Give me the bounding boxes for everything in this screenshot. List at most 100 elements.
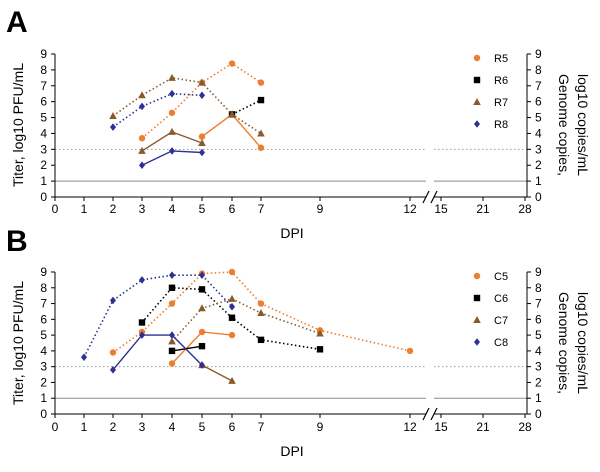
y-tick-label-left: 4	[40, 344, 47, 358]
series-r5-titer-point	[228, 60, 236, 67]
series-c8	[81, 271, 235, 374]
x-tick-label: 2	[110, 420, 117, 434]
x-tick-label: 15	[434, 420, 448, 434]
y-tick-label-left: 7	[40, 297, 47, 311]
legend-marker-c8	[474, 338, 480, 346]
legend-label-r5: R5	[494, 53, 508, 65]
series-c8-titer-point	[110, 296, 116, 305]
x-tick-label: 4	[169, 420, 176, 434]
y-axis-title-left: Titer, log10 PFU/mL	[10, 281, 26, 405]
y-tick-label-right: 7	[535, 297, 542, 311]
series-c5-genome-point	[168, 360, 176, 367]
x-tick-label: 0	[52, 420, 59, 434]
legend-label-r6: R6	[494, 75, 508, 87]
series-r7-genome-point	[168, 127, 176, 135]
legend-label-c7: C7	[494, 315, 508, 327]
series-r7-titer-point	[138, 91, 146, 99]
series-c6-titer-point	[257, 336, 265, 344]
x-tick-label: 2	[110, 202, 117, 216]
x-tick-label: 28	[518, 202, 532, 216]
series-c7-titer-point	[316, 329, 324, 337]
x-tick-label: 9	[317, 202, 324, 216]
x-tick-label: 6	[229, 420, 236, 434]
series-r7-genome-point	[138, 146, 146, 154]
series-r8	[110, 89, 205, 170]
series-r6-titer-line	[231, 99, 262, 116]
series-r8-genome-point	[139, 161, 145, 170]
series-r8-titer-line	[112, 92, 203, 128]
series-c6-titer-point	[198, 286, 206, 293]
y-axis-title-left: Titer, log10 PFU/mL	[10, 63, 26, 187]
series-r6-titer-point	[257, 96, 265, 104]
series-r5-titer-point	[138, 135, 146, 142]
series-c8-titer-point	[139, 276, 145, 284]
y-tick-label-right: 3	[535, 360, 542, 374]
series-c6-genome-line	[171, 345, 203, 352]
legend-marker-r8	[474, 120, 480, 128]
panel-a: 0 01 12 23 34 45 56 67 78 89 90 1 2 3 4 5 6 7 9 12 15 21 28DPI…	[6, 6, 591, 241]
series-c8-genome-point	[139, 331, 145, 339]
series-c5-genome-point	[198, 328, 206, 336]
x-tick-label: 3	[139, 420, 146, 434]
x-tick-label: 21	[476, 202, 490, 216]
series-c6-titer-point	[168, 284, 176, 291]
series-r5-titer-point	[257, 79, 265, 86]
series-c6-titer-point	[228, 314, 236, 321]
x-tick-label: 5	[199, 202, 206, 216]
y-tick-label-right: 7	[535, 79, 542, 93]
x-tick-label: 3	[139, 202, 146, 216]
x-tick-label: 28	[518, 420, 532, 434]
y-tick-label-left: 3	[40, 142, 47, 156]
legend-label-c5: C5	[494, 271, 508, 283]
legend-marker-r7	[473, 98, 481, 105]
x-tick-label: 0	[52, 202, 59, 216]
x-tick-label: 9	[317, 420, 324, 434]
y-tick-label-right: 8	[535, 63, 542, 77]
y-tick-label-right: 5	[535, 328, 542, 342]
series-c5-genome-point	[228, 331, 236, 339]
x-tick-label: 4	[169, 202, 176, 216]
series-c7-titer-point	[228, 294, 236, 302]
y-tick-label-left: 6	[40, 312, 47, 326]
series-r8-titer-point	[110, 123, 116, 131]
x-axis-title: DPI	[280, 443, 303, 459]
series-r8-titer-point	[169, 89, 175, 98]
series-r7-titer-point	[228, 110, 236, 118]
y-tick-label-left: 1	[40, 391, 47, 405]
panel-b: 0 01 12 23 34 45 56 67 78 89 90 1 2 3 4 5 6 7 9 12 15 21 28DPI…	[6, 225, 591, 459]
y-tick-label-right: 3	[535, 142, 542, 156]
series-c5-titer-point	[406, 347, 414, 355]
y-tick-label-left: 1	[40, 174, 47, 188]
x-tick-label: 7	[258, 202, 265, 216]
panel-letter: A	[6, 6, 28, 39]
axis-break-mark	[422, 407, 430, 421]
y-tick-label-left: 9	[40, 265, 47, 279]
series-c7-titer-point	[168, 337, 176, 345]
y-tick-label-right: 1	[535, 174, 542, 188]
series-c5	[109, 268, 414, 367]
series-c5-titer-point	[168, 300, 176, 307]
series-c8-genome-line	[112, 334, 203, 371]
series-r8-titer-point	[139, 102, 145, 111]
axis-break-mark	[430, 407, 438, 421]
y-tick-label-left: 0	[40, 407, 47, 421]
legend-label-r8: R8	[494, 119, 508, 131]
y-tick-label-left: 3	[40, 360, 47, 374]
x-tick-label: 6	[229, 202, 236, 216]
y-tick-label-right: 0	[535, 190, 542, 204]
y-tick-label-right: 5	[535, 111, 542, 125]
y-tick-label-right: 6	[535, 95, 542, 109]
series-r7-titer-point	[257, 129, 265, 137]
series-r7-titer-point	[168, 73, 176, 81]
y-tick-label-left: 0	[40, 190, 47, 204]
x-tick-label: 12	[403, 202, 417, 216]
y-tick-label-right: 2	[535, 158, 542, 172]
y-tick-label-left: 8	[40, 63, 47, 77]
series-c7-titer-point	[257, 309, 265, 317]
axis-break-mark	[430, 190, 438, 204]
series-c8-genome-point	[199, 361, 205, 369]
y-axis-title-right-line2: log10 copies/mL	[575, 74, 591, 176]
series-c7-titer-point	[198, 304, 206, 312]
axis-break-mark	[422, 190, 430, 204]
